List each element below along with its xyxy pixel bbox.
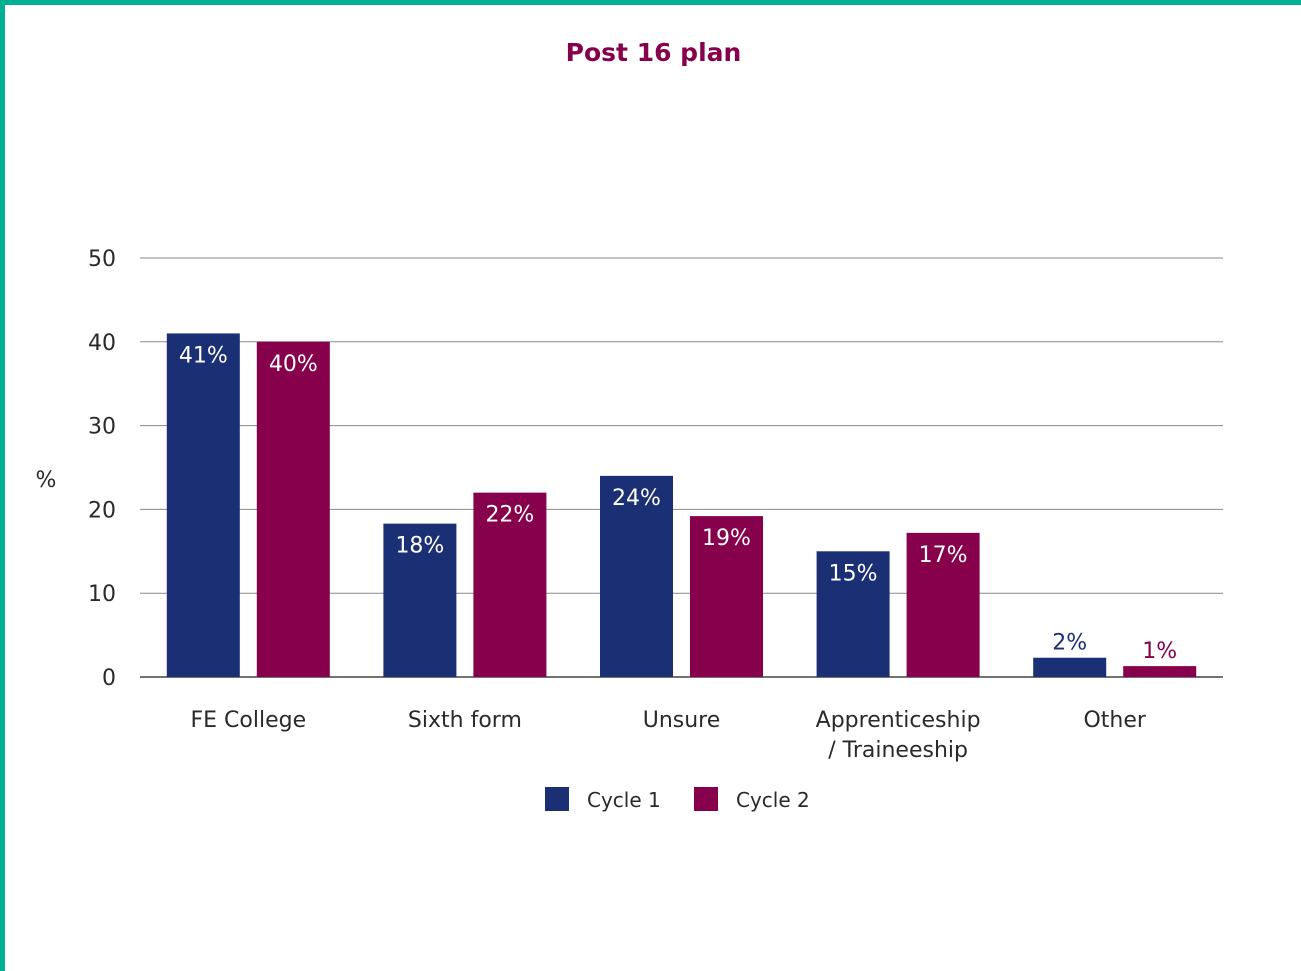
data-label: 41%: [179, 343, 228, 368]
bar-cycle-2: [256, 341, 330, 677]
x-tick-label: Sixth form: [408, 708, 522, 733]
category-labels: FE College Sixth form Unsure Apprenticeship…: [190, 708, 1146, 763]
data-label: 2%: [1052, 631, 1087, 656]
y-tick-label: 40: [88, 331, 116, 356]
bar-cycle-1: [1033, 657, 1107, 677]
y-tick-label: 30: [88, 415, 116, 440]
bar-cycle-2: [473, 492, 547, 677]
y-axis-label: %: [36, 468, 57, 493]
bar-cycle-2: [1123, 666, 1197, 677]
y-axis-ticks: 0 10 20 30 40 50: [88, 247, 116, 691]
bar-cycle-2: [906, 532, 980, 677]
data-label: 40%: [269, 352, 318, 377]
x-tick-label: Unsure: [643, 708, 721, 733]
bars: [166, 333, 1197, 677]
data-label: 18%: [395, 534, 444, 559]
y-tick-label: 0: [102, 666, 116, 691]
data-label: 22%: [485, 503, 534, 528]
x-tick-label: / Traineeship: [828, 738, 968, 763]
legend-label: Cycle 1: [587, 788, 661, 812]
chart-title: Post 16 plan: [565, 38, 742, 67]
x-tick-label: FE College: [190, 708, 306, 733]
y-tick-label: 50: [88, 247, 116, 272]
bar-cycle-1: [383, 523, 457, 677]
data-label: 19%: [702, 526, 751, 551]
x-tick-label: Apprenticeship: [816, 708, 981, 733]
data-label: 15%: [829, 561, 878, 586]
bar-cycle-1: [600, 475, 673, 677]
legend-swatch: [694, 787, 718, 811]
y-tick-label: 20: [88, 498, 116, 523]
data-labels: 41% 40% 18% 22% 24% 19% 15% 17% 2% 1%: [179, 343, 1177, 664]
legend-label: Cycle 2: [736, 788, 810, 812]
x-tick-label: Other: [1083, 708, 1146, 733]
y-tick-label: 10: [88, 582, 116, 607]
legend: Cycle 1 Cycle 2: [545, 787, 810, 812]
bar-cycle-2: [690, 516, 763, 677]
data-label: 1%: [1142, 639, 1177, 664]
data-label: 17%: [919, 543, 968, 568]
data-label: 24%: [612, 486, 661, 511]
legend-swatch: [545, 787, 569, 811]
bar-cycle-1: [166, 333, 240, 677]
bar-cycle-1: [816, 551, 890, 677]
